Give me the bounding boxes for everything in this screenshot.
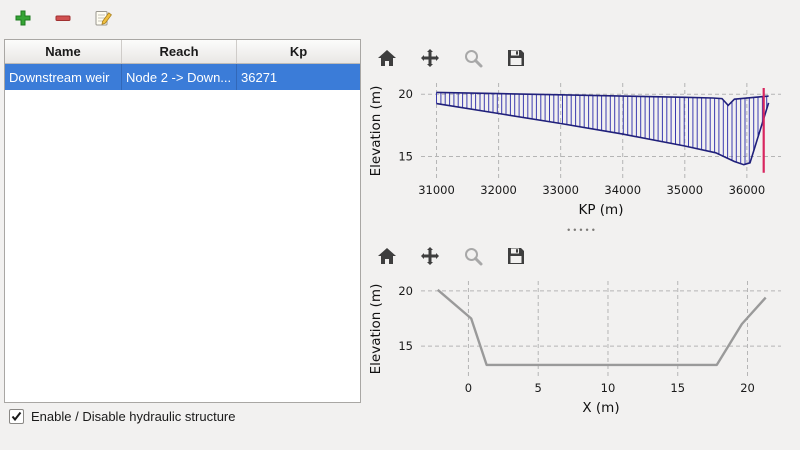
svg-text:35000: 35000 <box>666 183 703 197</box>
edit-structure-button[interactable] <box>90 5 116 31</box>
table-row[interactable]: Downstream weir Node 2 -> Down... 36271 <box>5 64 360 90</box>
zoom-button[interactable] <box>459 242 487 270</box>
enable-structure-checkbox[interactable]: Enable / Disable hydraulic structure <box>9 409 236 424</box>
svg-text:32000: 32000 <box>480 183 517 197</box>
checkmark-icon <box>11 411 22 422</box>
save-button[interactable] <box>502 44 530 72</box>
profile-plot-toolbar <box>365 43 800 73</box>
svg-text:36000: 36000 <box>729 183 766 197</box>
splitter-dots-icon: ••••• <box>567 224 598 235</box>
svg-text:0: 0 <box>465 381 472 395</box>
home-icon <box>378 50 396 66</box>
home-button[interactable] <box>373 44 401 72</box>
checkbox-box[interactable] <box>9 409 24 424</box>
table-header: Name Reach Kp <box>5 40 360 64</box>
save-icon <box>508 248 524 264</box>
add-icon <box>15 10 31 26</box>
pan-icon <box>421 247 439 265</box>
column-header-kp[interactable]: Kp <box>289 44 308 59</box>
svg-text:5: 5 <box>535 381 542 395</box>
svg-text:20: 20 <box>740 381 755 395</box>
svg-text:20: 20 <box>398 87 413 101</box>
home-button[interactable] <box>373 242 401 270</box>
pan-icon <box>421 49 439 67</box>
column-header-name[interactable]: Name <box>5 40 122 63</box>
pan-button[interactable] <box>416 242 444 270</box>
cell-reach[interactable]: Node 2 -> Down... <box>122 64 237 90</box>
svg-text:20: 20 <box>398 284 413 298</box>
svg-text:X (m): X (m) <box>582 400 619 416</box>
cross-section-chart[interactable]: 0 5 10 15 20 15 20 X (m) Elevation (m) <box>365 271 797 421</box>
column-header-reach[interactable]: Reach <box>122 40 237 63</box>
cell-name[interactable]: Downstream weir <box>5 64 122 90</box>
zoom-button[interactable] <box>459 44 487 72</box>
svg-text:Elevation (m): Elevation (m) <box>368 284 384 375</box>
add-structure-button[interactable] <box>10 5 36 31</box>
main-toolbar <box>0 0 800 36</box>
svg-text:15: 15 <box>398 339 413 353</box>
svg-text:10: 10 <box>601 381 616 395</box>
splitter-handle[interactable]: ••••• <box>365 223 800 237</box>
cell-kp[interactable]: 36271 <box>241 69 278 85</box>
cross-section-plot-toolbar <box>365 241 800 271</box>
structures-table: Name Reach Kp Downstream weir Node 2 -> … <box>4 39 361 403</box>
checkbox-label: Enable / Disable hydraulic structure <box>31 409 236 424</box>
edit-icon <box>95 11 112 26</box>
longitudinal-profile-chart[interactable]: 31000 32000 33000 34000 35000 36000 15 20 KP (m)… <box>365 73 797 223</box>
zoom-icon <box>465 248 483 266</box>
remove-structure-button[interactable] <box>50 5 76 31</box>
home-icon <box>378 248 396 264</box>
remove-icon <box>55 15 71 21</box>
svg-text:34000: 34000 <box>604 183 641 197</box>
svg-text:31000: 31000 <box>418 183 455 197</box>
save-button[interactable] <box>502 242 530 270</box>
pan-button[interactable] <box>416 44 444 72</box>
plots-panel: 31000 32000 33000 34000 35000 36000 15 20 KP (m)… <box>365 39 800 450</box>
svg-text:33000: 33000 <box>542 183 579 197</box>
svg-text:15: 15 <box>670 381 685 395</box>
svg-text:15: 15 <box>398 150 413 164</box>
zoom-icon <box>465 50 483 68</box>
svg-text:KP (m): KP (m) <box>579 202 624 218</box>
save-icon <box>508 50 524 66</box>
svg-text:Elevation (m): Elevation (m) <box>368 86 384 177</box>
